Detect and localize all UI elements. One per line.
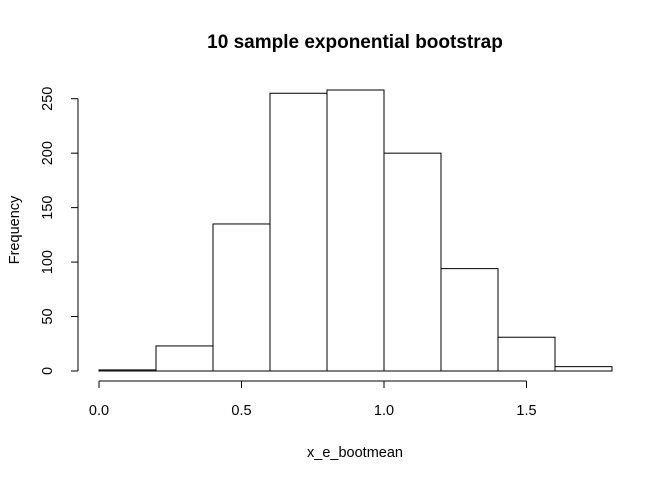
- histogram-bar: [554, 366, 613, 372]
- x-axis: 0.0 0.5 1.0 1.5: [89, 380, 537, 419]
- x-tick-label: 1.0: [374, 403, 394, 419]
- y-tick-label: 100: [40, 250, 56, 274]
- y-tick-label: 150: [40, 196, 56, 220]
- x-tick-label: 0.0: [89, 403, 109, 419]
- x-axis-label: x_e_bootmean: [307, 445, 403, 461]
- bars-group: [98, 89, 613, 372]
- x-tick-label: 0.5: [231, 403, 251, 419]
- y-axis: 0 50 100 150 200 250: [40, 87, 79, 375]
- y-axis-label: Frequency: [7, 195, 23, 264]
- histogram-bar: [155, 345, 214, 372]
- histogram-bar: [212, 223, 271, 372]
- x-tick-label: 1.5: [516, 403, 536, 419]
- y-tick-label: 50: [40, 308, 56, 324]
- histogram-bar: [440, 268, 499, 372]
- histogram-bar: [497, 336, 556, 372]
- y-tick-label: 0: [40, 367, 56, 375]
- histogram-bar: [326, 89, 385, 372]
- histogram-bar: [98, 369, 157, 372]
- histogram-bar: [269, 92, 328, 372]
- chart-title: 10 sample exponential bootstrap: [207, 32, 503, 53]
- y-tick-label: 250: [40, 87, 56, 111]
- y-tick-label: 200: [40, 141, 56, 165]
- histogram-bar: [383, 152, 442, 372]
